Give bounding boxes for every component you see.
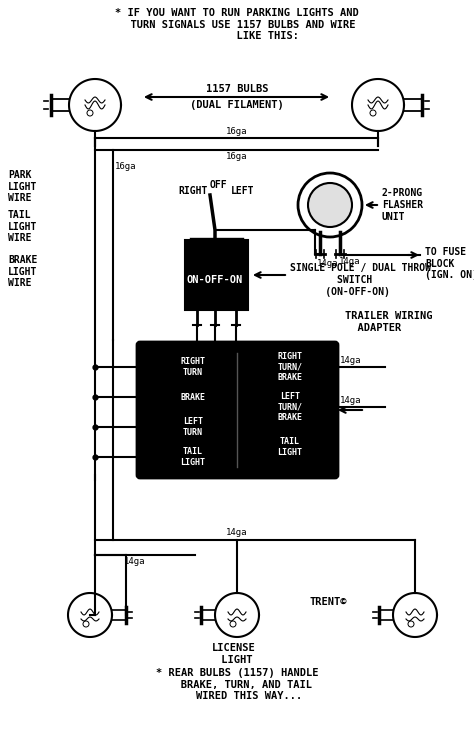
Text: TRAILER WIRING
  ADAPTER: TRAILER WIRING ADAPTER — [345, 312, 432, 333]
Text: TAIL
LIGHT: TAIL LIGHT — [181, 447, 206, 466]
Text: 16ga: 16ga — [226, 152, 248, 161]
Text: 14ga: 14ga — [226, 528, 248, 537]
Text: 14ga: 14ga — [340, 396, 362, 405]
Text: BRAKE
LIGHT
WIRE: BRAKE LIGHT WIRE — [8, 255, 37, 288]
Text: 14ga: 14ga — [124, 557, 146, 566]
Text: 16ga: 16ga — [115, 162, 137, 171]
Text: 14ga: 14ga — [317, 259, 338, 268]
Text: LEFT
TURN: LEFT TURN — [183, 418, 203, 437]
Text: TAIL
LIGHT
WIRE: TAIL LIGHT WIRE — [8, 210, 37, 243]
FancyBboxPatch shape — [137, 342, 338, 478]
Text: ON-OFF-ON: ON-OFF-ON — [187, 275, 243, 285]
Text: RIGHT
TURN: RIGHT TURN — [181, 357, 206, 377]
Circle shape — [308, 183, 352, 227]
Text: * REAR BULBS (1157) HANDLE
   BRAKE, TURN, AND TAIL
    WIRED THIS WAY...: * REAR BULBS (1157) HANDLE BRAKE, TURN, … — [156, 668, 318, 702]
Text: 14ga: 14ga — [339, 257, 361, 266]
Text: TAIL
LIGHT: TAIL LIGHT — [277, 437, 302, 457]
Text: PARK
LIGHT
WIRE: PARK LIGHT WIRE — [8, 170, 37, 203]
Text: LEFT: LEFT — [231, 186, 255, 196]
Text: 16ga: 16ga — [226, 127, 248, 136]
Text: TRENT©: TRENT© — [310, 597, 347, 607]
Text: LICENSE
 LIGHT: LICENSE LIGHT — [212, 643, 256, 664]
Text: TO FUSE
BLOCK
(IGN. ON): TO FUSE BLOCK (IGN. ON) — [425, 247, 474, 280]
Text: SINGLE POLE / DUAL THROW
        SWITCH
      (ON-OFF-ON): SINGLE POLE / DUAL THROW SWITCH (ON-OFF-… — [290, 264, 431, 296]
Text: 14ga: 14ga — [340, 356, 362, 365]
Bar — [185, 240, 248, 310]
Text: * IF YOU WANT TO RUN PARKING LIGHTS AND
  TURN SIGNALS USE 1157 BULBS AND WIRE
 : * IF YOU WANT TO RUN PARKING LIGHTS AND … — [115, 8, 359, 41]
Text: 2-PRONG
FLASHER
UNIT: 2-PRONG FLASHER UNIT — [382, 188, 423, 222]
Text: OFF: OFF — [209, 180, 227, 190]
Text: RIGHT: RIGHT — [178, 186, 208, 196]
Text: RIGHT
TURN/
BRAKE: RIGHT TURN/ BRAKE — [277, 352, 302, 382]
Text: LEFT
TURN/
BRAKE: LEFT TURN/ BRAKE — [277, 392, 302, 422]
Text: 1157 BULBS: 1157 BULBS — [206, 84, 268, 94]
Text: BRAKE: BRAKE — [181, 393, 206, 402]
Text: (DUAL FILAMENT): (DUAL FILAMENT) — [190, 100, 284, 110]
